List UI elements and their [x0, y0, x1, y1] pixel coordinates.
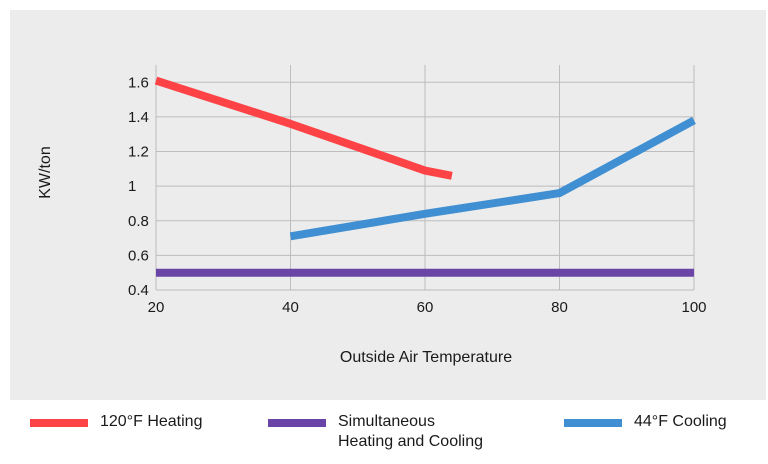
legend-label: 120°F Heating [100, 413, 203, 430]
legend-label: Simultaneous Heating and Cooling [338, 413, 483, 450]
chart-svg: 20 40 60 80 100 0.4 0.6 0.8 1 1.2 1.4 1.6 KW/ton Ou… [37, 65, 707, 366]
legend-label: 44°F Cooling [634, 413, 727, 430]
y-tick-label: 0.4 [128, 282, 149, 299]
y-tick-label: 1 [128, 178, 136, 195]
x-axis-label: Outside Air Temperature [340, 349, 512, 366]
legend-swatch [564, 419, 622, 427]
grid [155, 65, 695, 291]
legend-item: 44°F Cooling [564, 412, 727, 432]
legend-item: Simultaneous Heating and Cooling [268, 412, 483, 452]
legend-swatch [268, 419, 326, 427]
legend-item: 120°F Heating [30, 412, 202, 432]
legend: 120°F Heating Simultaneous Heating and Co… [0, 412, 768, 464]
x-tick-label: 60 [417, 299, 434, 316]
x-tick-label: 100 [681, 299, 706, 316]
series-line-1 [154, 76, 453, 180]
legend-swatch [30, 419, 88, 427]
y-tick-label: 1.6 [128, 74, 149, 91]
y-axis-label: KW/ton [37, 146, 54, 198]
x-tick-label: 40 [282, 299, 299, 316]
y-tick-label: 1.2 [128, 144, 149, 161]
y-tick-label: 0.6 [128, 247, 149, 264]
y-tick-label: 1.4 [128, 109, 149, 126]
y-tick-label: 0.8 [128, 213, 149, 230]
series-line-3 [289, 116, 696, 241]
chart-panel: 20 40 60 80 100 0.4 0.6 0.8 1 1.2 1.4 1.6 KW/ton Ou… [10, 10, 766, 400]
tick-layer: 20 40 60 80 100 0.4 0.6 0.8 1 1.2 1.4 1.6 [128, 74, 707, 316]
x-tick-label: 80 [551, 299, 568, 316]
series-layer [154, 76, 696, 277]
x-tick-label: 20 [148, 299, 165, 316]
